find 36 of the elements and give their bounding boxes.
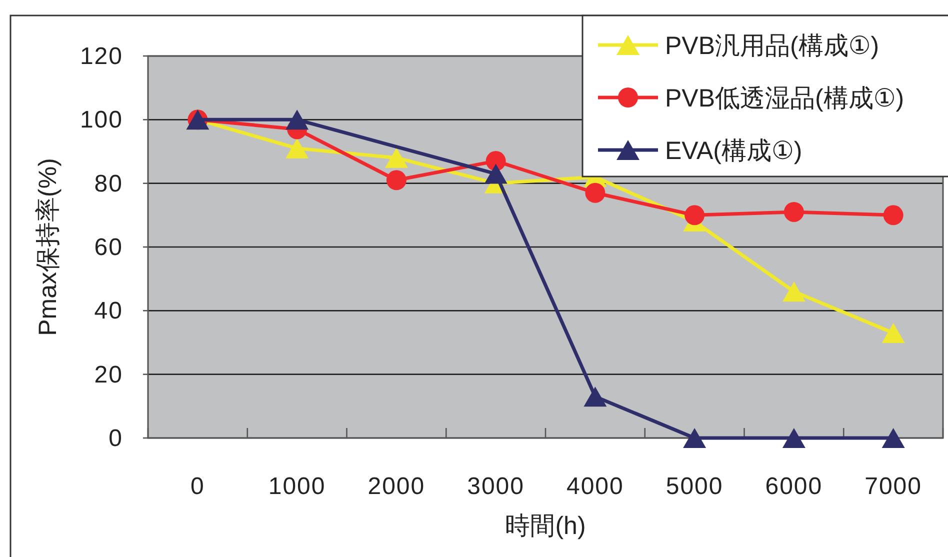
legend-label: PVB汎用品(構成①) [665,32,880,60]
x-tick-label: 5000 [666,473,724,500]
point [883,205,904,226]
point [286,110,309,130]
point [384,148,408,168]
x-tick-label: 0 [190,473,205,500]
legend-label: PVB低透湿品(構成①) [665,84,904,112]
y-tick-label: 120 [80,43,123,70]
point [585,182,606,203]
point [486,151,506,172]
point [286,138,309,158]
x-tick-label: 2000 [368,473,426,500]
x-tick-label: 1000 [268,473,326,500]
point [386,170,406,190]
x-tick-label: 7000 [864,473,922,500]
legend-label: EVA(構成①) [665,137,802,165]
y-axis-title: Pmax保持率(%) [34,158,62,336]
x-tick-label: 4000 [566,473,624,500]
point [584,386,607,407]
y-tick-label: 100 [80,106,123,134]
x-tick-label: 3000 [467,473,525,500]
point [683,428,706,448]
point [782,428,806,448]
y-tick-label: 60 [94,234,123,261]
point [882,322,905,343]
x-axis-title: 時間(h) [505,512,586,540]
x-tick-label: 6000 [765,473,823,500]
point [484,164,508,184]
point [882,428,905,448]
point [782,282,806,302]
y-tick-label: 80 [94,170,123,198]
y-tick-label: 0 [108,425,123,452]
y-tick-label: 40 [94,298,123,325]
point [684,205,705,226]
point [784,202,804,222]
y-tick-label: 20 [94,361,123,388]
